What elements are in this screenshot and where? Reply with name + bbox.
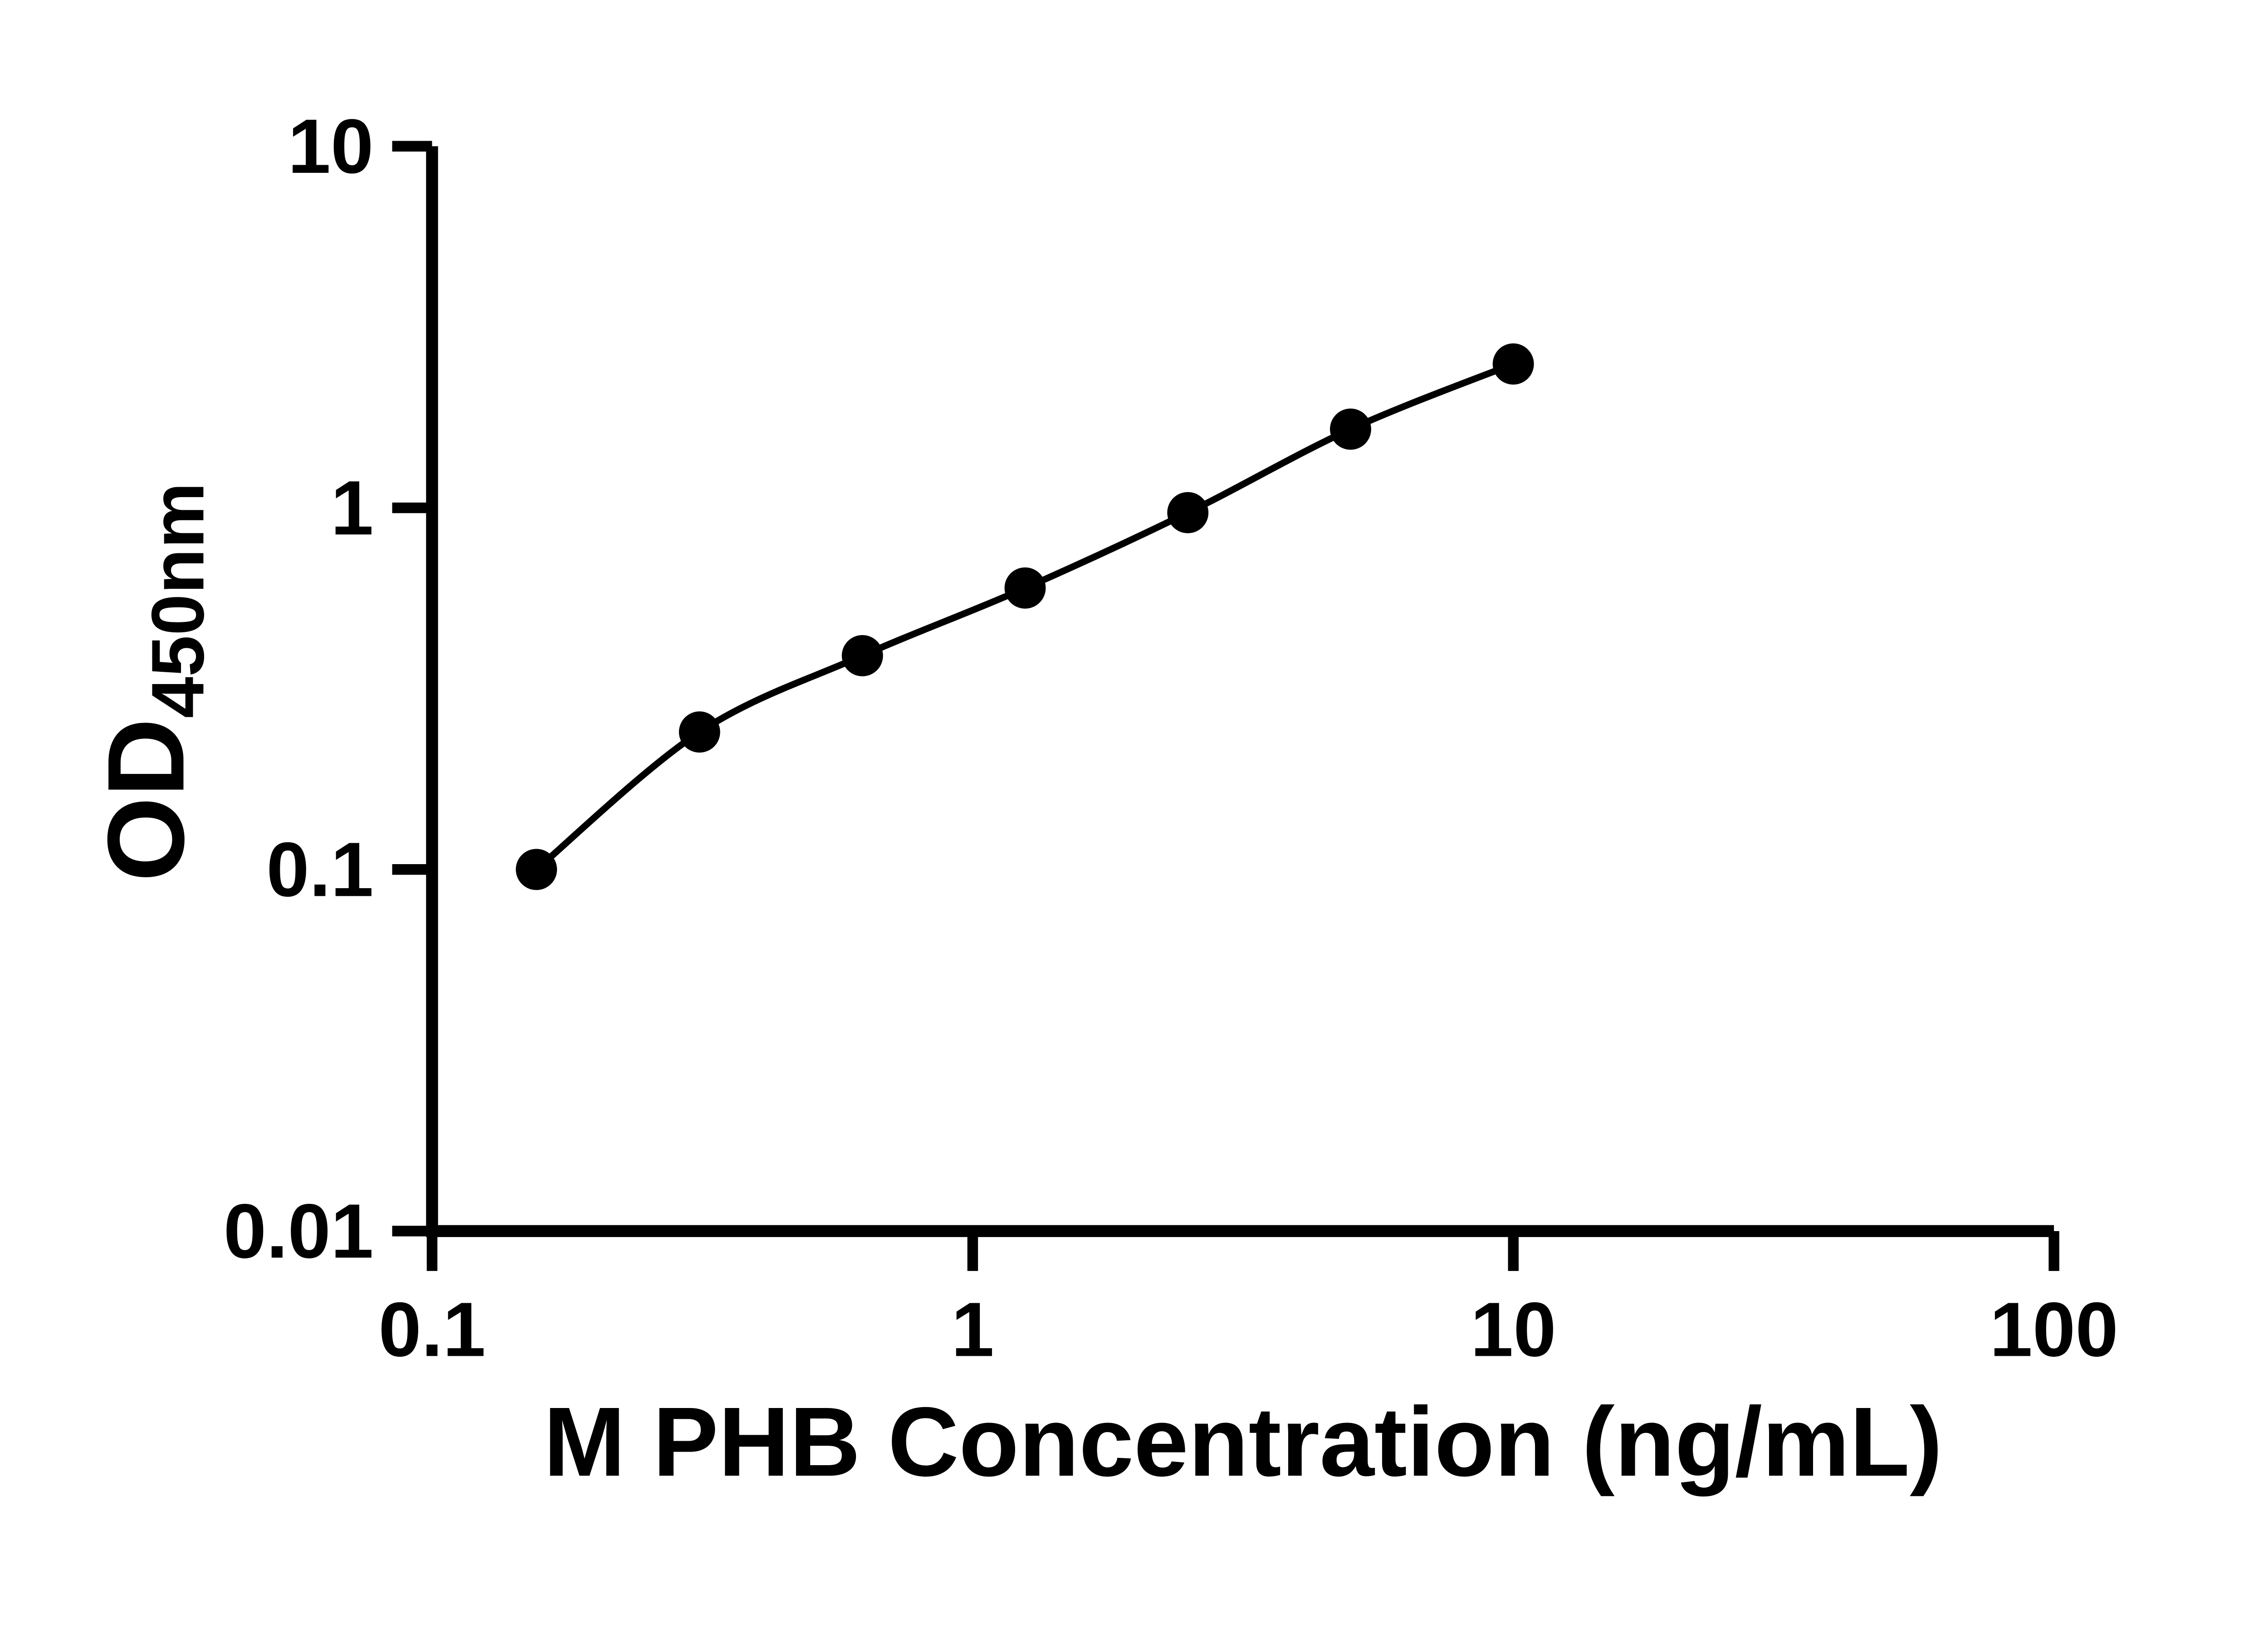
data-point (1492, 343, 1534, 385)
x-axis-title: M PHB Concentration (ng/mL) (543, 1387, 1942, 1496)
y-tick-label: 10 (288, 103, 374, 190)
y-tick-label: 0.1 (266, 826, 373, 913)
y-axis-title-main: OD (84, 718, 206, 881)
x-tick-label: 10 (1471, 1286, 1556, 1373)
data-point (1330, 408, 1371, 450)
y-axis-title: OD450nm (84, 482, 219, 881)
standard-curve-figure: 0.1 1 10 100 0.01 0.1 1 10 M PHB Concentration … (84, 103, 2118, 1497)
x-tick-label: 1 (951, 1286, 994, 1373)
y-tick-label: 0.01 (224, 1188, 374, 1275)
x-tick-label: 100 (1989, 1286, 2118, 1373)
y-tick-label: 1 (331, 465, 374, 551)
y-axis-title-subscript: 450nm (136, 482, 219, 718)
data-point (516, 849, 557, 890)
data-point (1167, 492, 1209, 533)
data-point (679, 711, 720, 753)
x-tick-label: 0.1 (378, 1286, 485, 1373)
data-point (1004, 567, 1046, 609)
axes (426, 146, 2054, 1237)
data-point (841, 635, 883, 676)
